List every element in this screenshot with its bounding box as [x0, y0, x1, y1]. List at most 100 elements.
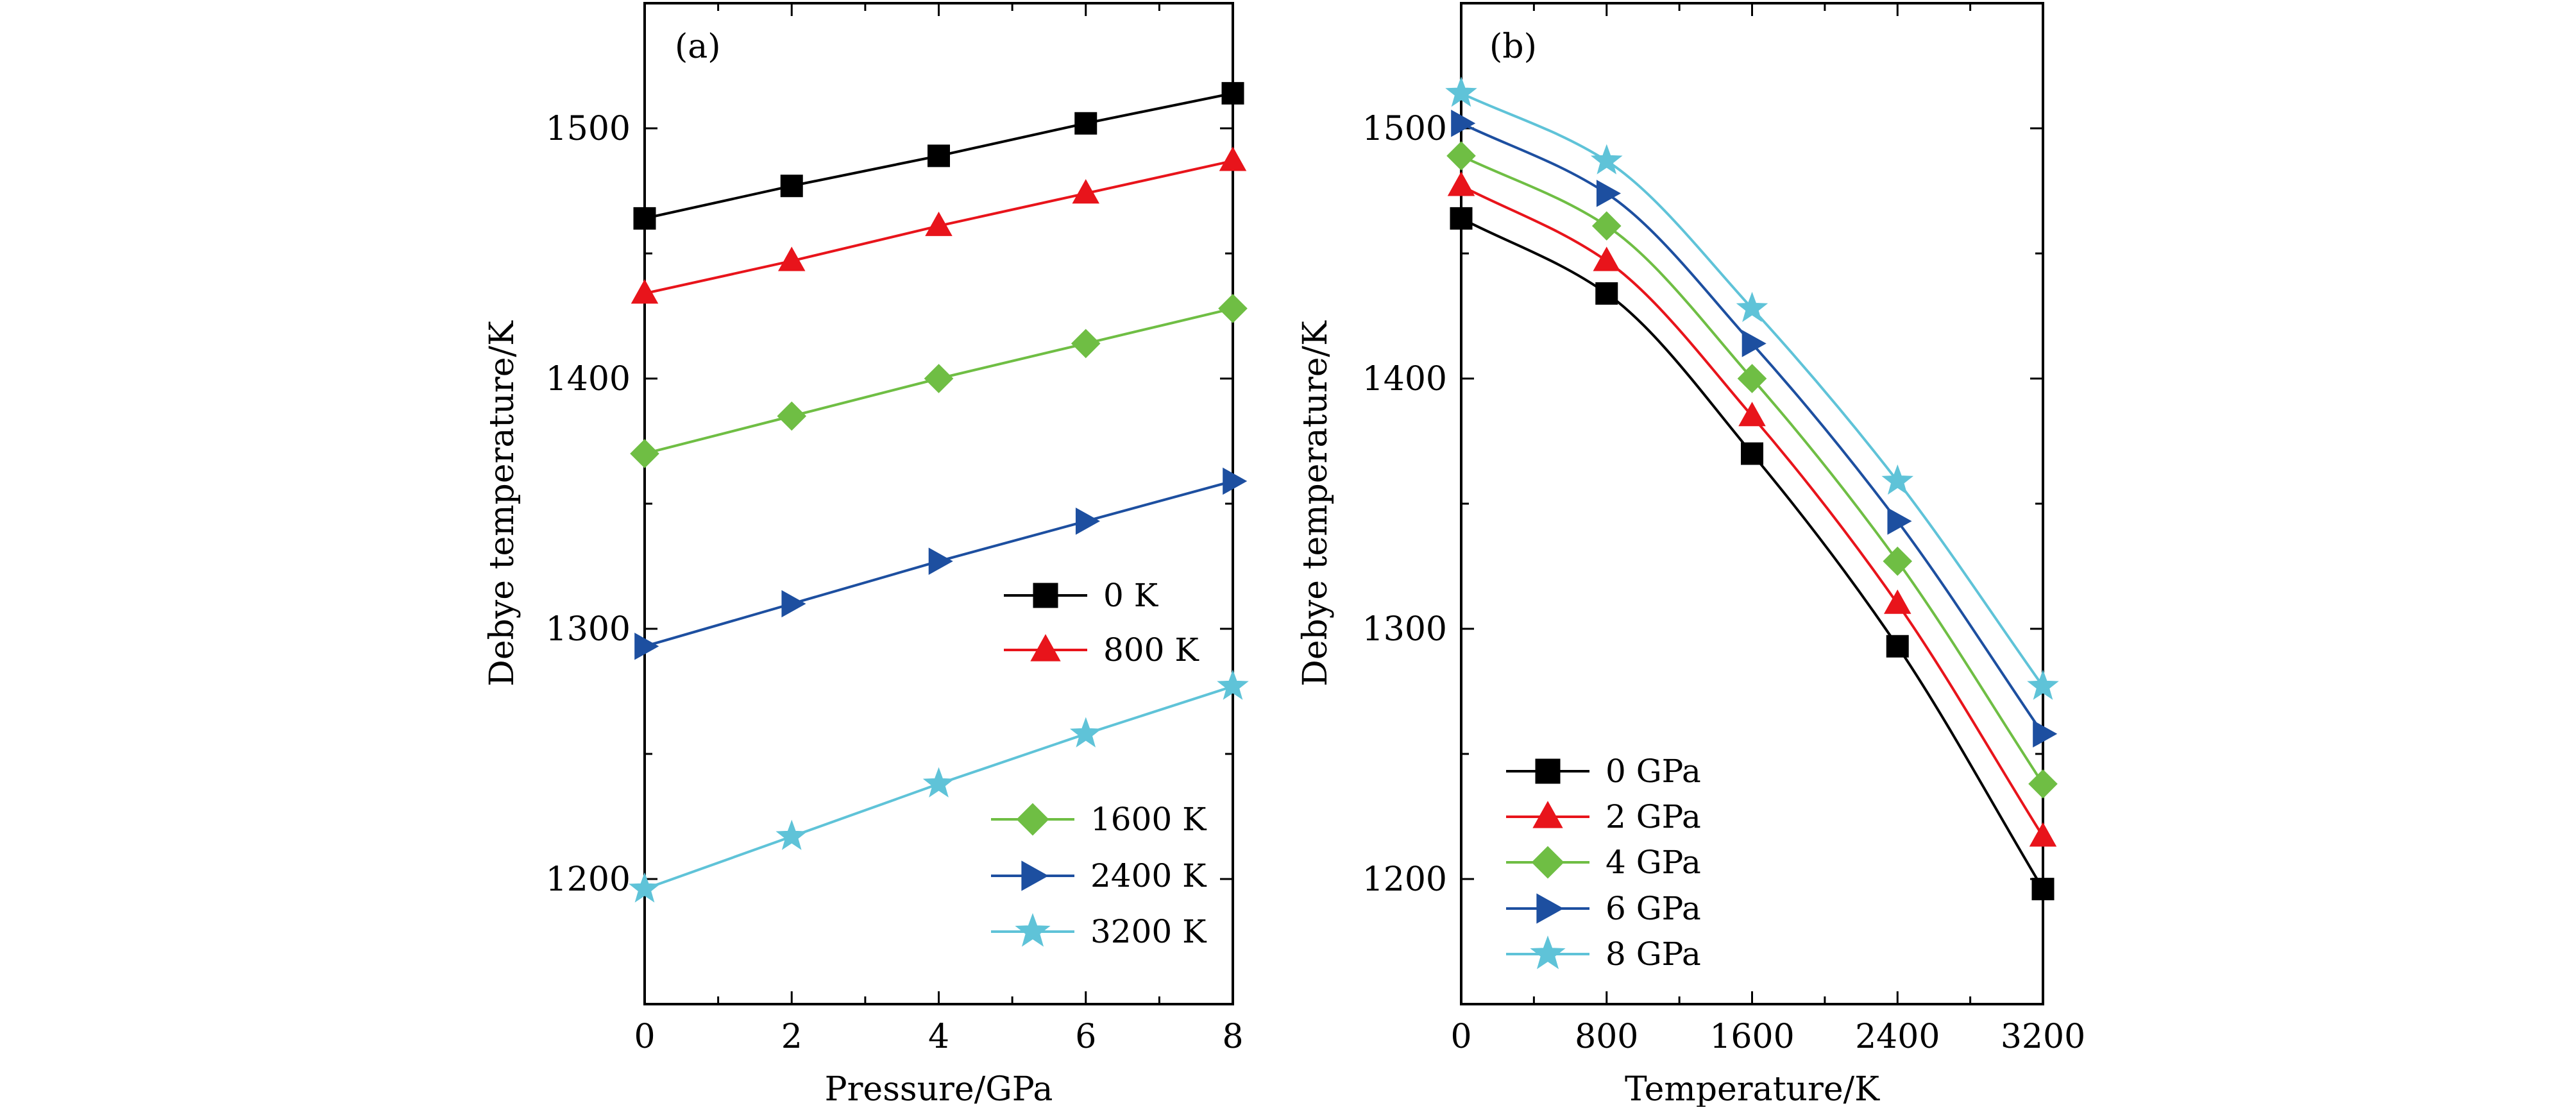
legend-marker	[1532, 801, 1563, 828]
legend-item: 6 GPa	[1506, 890, 1701, 927]
data-point	[1881, 464, 1914, 495]
data-point	[1886, 635, 1909, 658]
data-point	[781, 590, 806, 618]
legend-label: 8 GPa	[1606, 935, 1701, 973]
y-tick-label: 1300	[546, 610, 631, 649]
data-point	[780, 175, 803, 198]
series-3	[634, 467, 1248, 660]
series-0	[1450, 207, 2055, 901]
x-tick-label: 0	[1450, 1018, 1471, 1056]
data-point	[777, 246, 806, 271]
x-tick-label: 8	[1222, 1018, 1243, 1056]
data-point	[925, 211, 953, 236]
legend-marker	[1033, 583, 1058, 608]
legend-label: 6 GPa	[1606, 890, 1701, 927]
data-point	[1450, 207, 1473, 230]
legend-item: 8 GPa	[1506, 935, 1701, 973]
y-axis-title: Debye temperature/K	[483, 320, 521, 687]
legend-item: 0 GPa	[1506, 753, 1701, 790]
x-tick-label: 4	[928, 1018, 949, 1056]
series-line	[1461, 184, 2044, 837]
y-tick-label: 1400	[1362, 360, 1447, 398]
x-tick-label: 800	[1575, 1018, 1638, 1056]
series-2	[1446, 141, 2058, 799]
y-tick-label: 1500	[546, 110, 631, 148]
data-point	[630, 439, 659, 468]
legend-marker	[1030, 634, 1061, 662]
data-point	[1595, 282, 1618, 305]
legend-item: 4 GPa	[1506, 844, 1701, 881]
data-point	[1074, 112, 1097, 135]
data-point	[924, 364, 954, 393]
x-axis-title: Temperature/K	[1625, 1070, 1880, 1107]
legend-marker	[1016, 803, 1049, 836]
data-point	[1446, 141, 1476, 171]
data-point	[1072, 179, 1100, 204]
data-point	[1217, 669, 1249, 700]
y-tick-label: 1200	[546, 860, 631, 899]
legend-label: 0 GPa	[1606, 753, 1701, 790]
data-point	[1447, 171, 1475, 196]
series-3	[1451, 109, 2058, 748]
legend-item: 2 GPa	[1506, 798, 1701, 835]
data-point	[1883, 589, 1911, 614]
data-point	[928, 144, 950, 167]
x-tick-label: 2	[781, 1018, 802, 1056]
x-tick-label: 0	[634, 1018, 655, 1056]
series-1	[1447, 171, 2057, 847]
data-point	[928, 547, 953, 575]
legend-label: 1600 K	[1090, 801, 1207, 838]
data-point	[631, 279, 659, 304]
legend-marker	[1535, 758, 1561, 784]
data-point	[2028, 769, 2058, 799]
data-point	[1736, 291, 1768, 322]
data-point	[1075, 508, 1101, 535]
data-point	[1445, 76, 1477, 107]
legend-marker	[1530, 935, 1566, 969]
x-tick-label: 3200	[2001, 1018, 2085, 1056]
legend-label: 3200 K	[1090, 913, 1207, 950]
data-point	[1219, 146, 1247, 171]
series-1	[631, 146, 1247, 304]
legend-label: 2400 K	[1090, 857, 1207, 894]
legend-item: 0 K	[1004, 577, 1159, 614]
panel-label: (a)	[675, 28, 721, 66]
x-tick-label: 1600	[1709, 1018, 1794, 1056]
legend-item: 1600 K	[991, 801, 1207, 838]
series-line	[1461, 217, 2044, 890]
series-4	[1445, 76, 2059, 700]
panel-label: (b)	[1489, 28, 1537, 66]
y-tick-label: 1300	[1362, 610, 1447, 649]
legend-label: 800 K	[1103, 631, 1199, 669]
data-point	[1218, 293, 1248, 323]
legend: 0 K 800 K 1600 K 2400 K 3200 K	[991, 577, 1207, 950]
data-point	[1741, 442, 1763, 465]
data-point	[2031, 878, 2055, 901]
series-2	[630, 293, 1248, 468]
data-point	[1887, 508, 1912, 535]
y-axis-title: Debye temperature/K	[1296, 320, 1335, 687]
data-point	[1741, 330, 1767, 357]
y-tick-label: 1400	[546, 360, 631, 398]
data-point	[1591, 211, 1622, 241]
series-line	[1461, 122, 2044, 735]
data-point	[2033, 720, 2058, 748]
legend-marker	[1021, 860, 1049, 891]
data-point	[2027, 669, 2059, 700]
data-point	[1071, 329, 1101, 359]
legend-marker	[1531, 846, 1564, 879]
data-point	[1451, 109, 1476, 137]
data-point	[1883, 546, 1913, 576]
series-0	[633, 81, 1244, 230]
legend: 0 GPa 2 GPa 4 GPa 6 GPa 8 GPa	[1506, 753, 1701, 973]
legend-marker	[1015, 913, 1051, 947]
y-tick-label: 1500	[1362, 110, 1447, 148]
panel-a: 0 2 4 6 8 1200 1300 1400 1500 Pressure/GPa Debye t…	[483, 2, 1249, 1109]
series-4	[629, 669, 1249, 903]
data-point	[1738, 402, 1766, 427]
data-point	[2029, 822, 2057, 847]
x-tick-label: 6	[1075, 1018, 1096, 1056]
data-point	[1596, 180, 1622, 207]
